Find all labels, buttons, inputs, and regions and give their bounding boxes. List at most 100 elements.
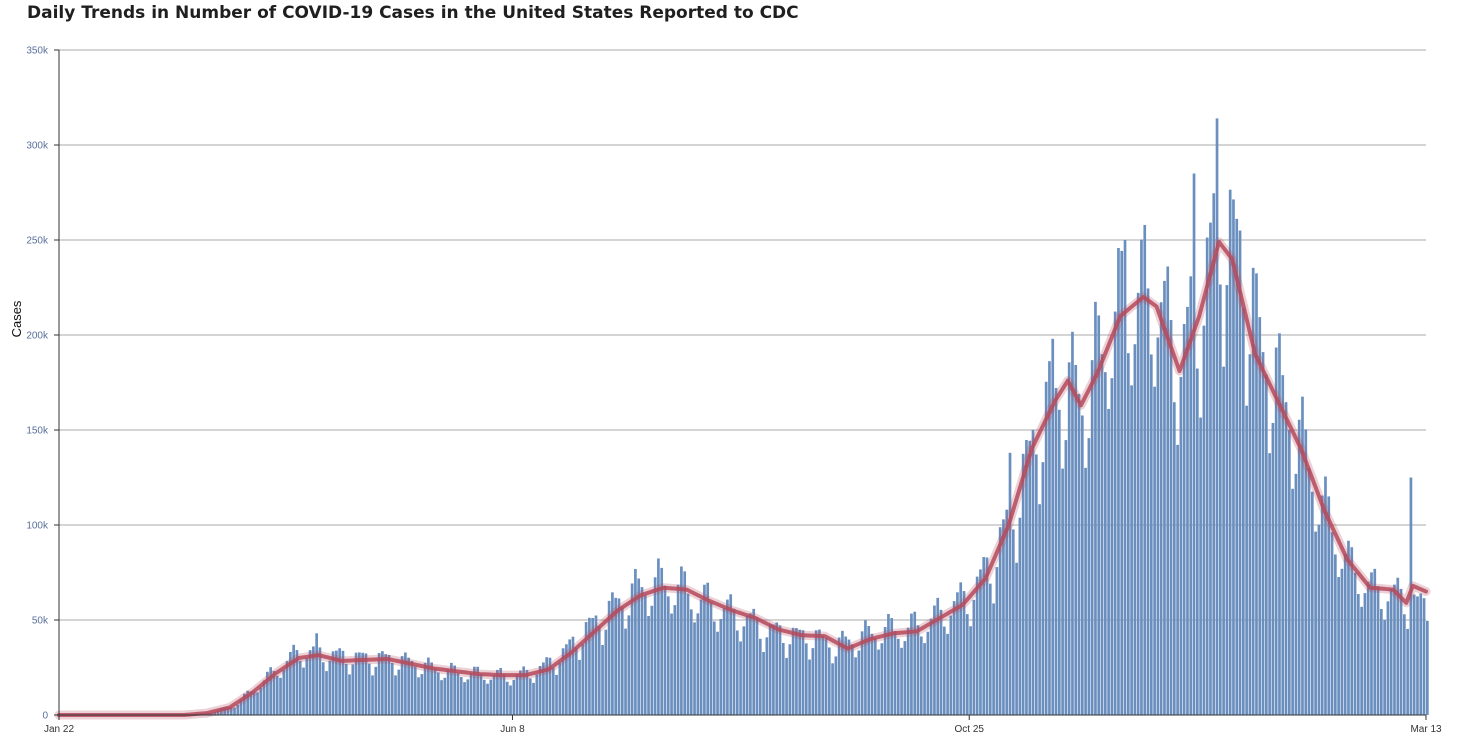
daily-cases-bar (729, 594, 733, 715)
daily-cases-bar (1051, 338, 1055, 715)
daily-cases-bar (594, 615, 598, 715)
daily-cases-bar (1412, 594, 1416, 715)
daily-cases-bar (571, 636, 575, 715)
daily-cases-bar (1291, 488, 1294, 715)
daily-cases-bar (650, 605, 654, 715)
daily-cases-bar (1350, 547, 1354, 715)
y-tick-label: 50k (32, 616, 49, 627)
daily-cases-bar (1067, 362, 1071, 715)
daily-cases-bar (568, 639, 572, 715)
daily-cases-bar (1120, 250, 1124, 715)
daily-cases-bar (1100, 354, 1104, 715)
daily-cases-bar (798, 629, 802, 715)
daily-cases-bar (1284, 402, 1288, 715)
daily-cases-bar (374, 666, 378, 715)
daily-cases-bar (226, 707, 230, 715)
daily-cases-bar (890, 618, 894, 715)
daily-cases-bar (1005, 509, 1009, 715)
daily-cases-bar (1281, 375, 1285, 715)
daily-cases-bar (381, 651, 384, 715)
daily-cases-bar (502, 674, 506, 715)
daily-cases-bar (841, 630, 844, 715)
daily-cases-bar (900, 647, 903, 715)
daily-cases-bar (959, 582, 963, 715)
daily-cases-bar (400, 656, 404, 715)
daily-cases-bar (765, 637, 769, 715)
daily-cases-bar (1356, 594, 1360, 715)
daily-cases-bar (1376, 586, 1380, 715)
x-tick-label: Jan 22 (44, 724, 74, 735)
daily-cases-bar (335, 650, 338, 715)
daily-cases-bar (979, 569, 982, 715)
daily-cases-bar (423, 662, 427, 715)
daily-cases-bar (450, 662, 453, 715)
daily-cases-bar (850, 644, 854, 715)
daily-cases-bar (1149, 354, 1153, 715)
daily-cases-bar (420, 674, 424, 715)
daily-cases-bar (919, 636, 923, 715)
daily-cases-bar (1071, 331, 1074, 715)
daily-cases-bar (394, 675, 397, 715)
daily-cases-bar (985, 557, 989, 715)
daily-cases-bar (344, 663, 348, 715)
daily-cases-bar (387, 654, 391, 715)
daily-cases-bar (1103, 372, 1107, 715)
daily-cases-bar (791, 627, 795, 715)
daily-cases-bar (302, 667, 305, 715)
daily-cases-bar (1038, 504, 1041, 715)
daily-cases-bar (486, 683, 489, 715)
daily-cases-bar (663, 585, 667, 715)
daily-cases-bar (505, 681, 509, 715)
daily-cases-bar (1320, 495, 1324, 715)
daily-cases-bar (574, 647, 578, 715)
daily-cases-bar (581, 643, 585, 715)
daily-cases-bar (1327, 496, 1331, 715)
daily-cases-bar (860, 631, 864, 715)
daily-cases-bar (1084, 467, 1087, 715)
daily-cases-bar (647, 615, 650, 715)
daily-cases-bar (923, 643, 926, 715)
daily-cases-bar (676, 584, 680, 715)
daily-cases-bar (1015, 562, 1018, 715)
daily-cases-bar (545, 657, 549, 715)
daily-cases-bar (755, 617, 759, 715)
daily-cases-bar (597, 626, 601, 715)
daily-cases-bar (670, 613, 673, 715)
daily-cases-bar (1304, 429, 1308, 715)
daily-cases-bar (972, 599, 976, 715)
daily-cases-bar (706, 582, 710, 715)
daily-cases-bar (364, 653, 368, 715)
daily-cases-bar (1274, 347, 1278, 715)
daily-cases-bar (781, 643, 785, 715)
daily-cases-bar (689, 609, 693, 715)
daily-cases-bar (1340, 568, 1344, 715)
daily-cases-bar (325, 671, 328, 715)
daily-cases-bar (814, 630, 818, 715)
daily-cases-bar (551, 667, 555, 715)
daily-cases-bar (1087, 438, 1091, 715)
bars (157, 118, 1429, 716)
daily-cases-bar (627, 615, 631, 715)
daily-cases-bar (519, 670, 522, 715)
daily-cases-bar (1143, 224, 1147, 715)
daily-cases-bar (1255, 273, 1258, 715)
daily-cases-bar (666, 596, 670, 715)
daily-cases-bar (1110, 378, 1114, 715)
daily-cases-bar (430, 662, 434, 715)
daily-cases-bar (1248, 354, 1252, 715)
daily-cases-bar (1215, 118, 1219, 715)
daily-cases-bar (321, 662, 325, 715)
daily-cases-bar (969, 626, 972, 715)
daily-cases-bar (1166, 266, 1170, 715)
daily-cases-bar (285, 661, 289, 715)
daily-cases-bar (522, 666, 526, 715)
daily-cases-bar (1094, 301, 1097, 715)
daily-cases-bar (446, 669, 450, 715)
daily-cases-bar (1123, 240, 1127, 715)
daily-cases-bar (453, 665, 457, 715)
daily-cases-bar (903, 641, 907, 715)
daily-cases-bar (1225, 285, 1229, 715)
daily-cases-bar (762, 651, 765, 715)
y-tick-label: 250k (26, 236, 49, 247)
daily-cases-bar (607, 600, 611, 715)
